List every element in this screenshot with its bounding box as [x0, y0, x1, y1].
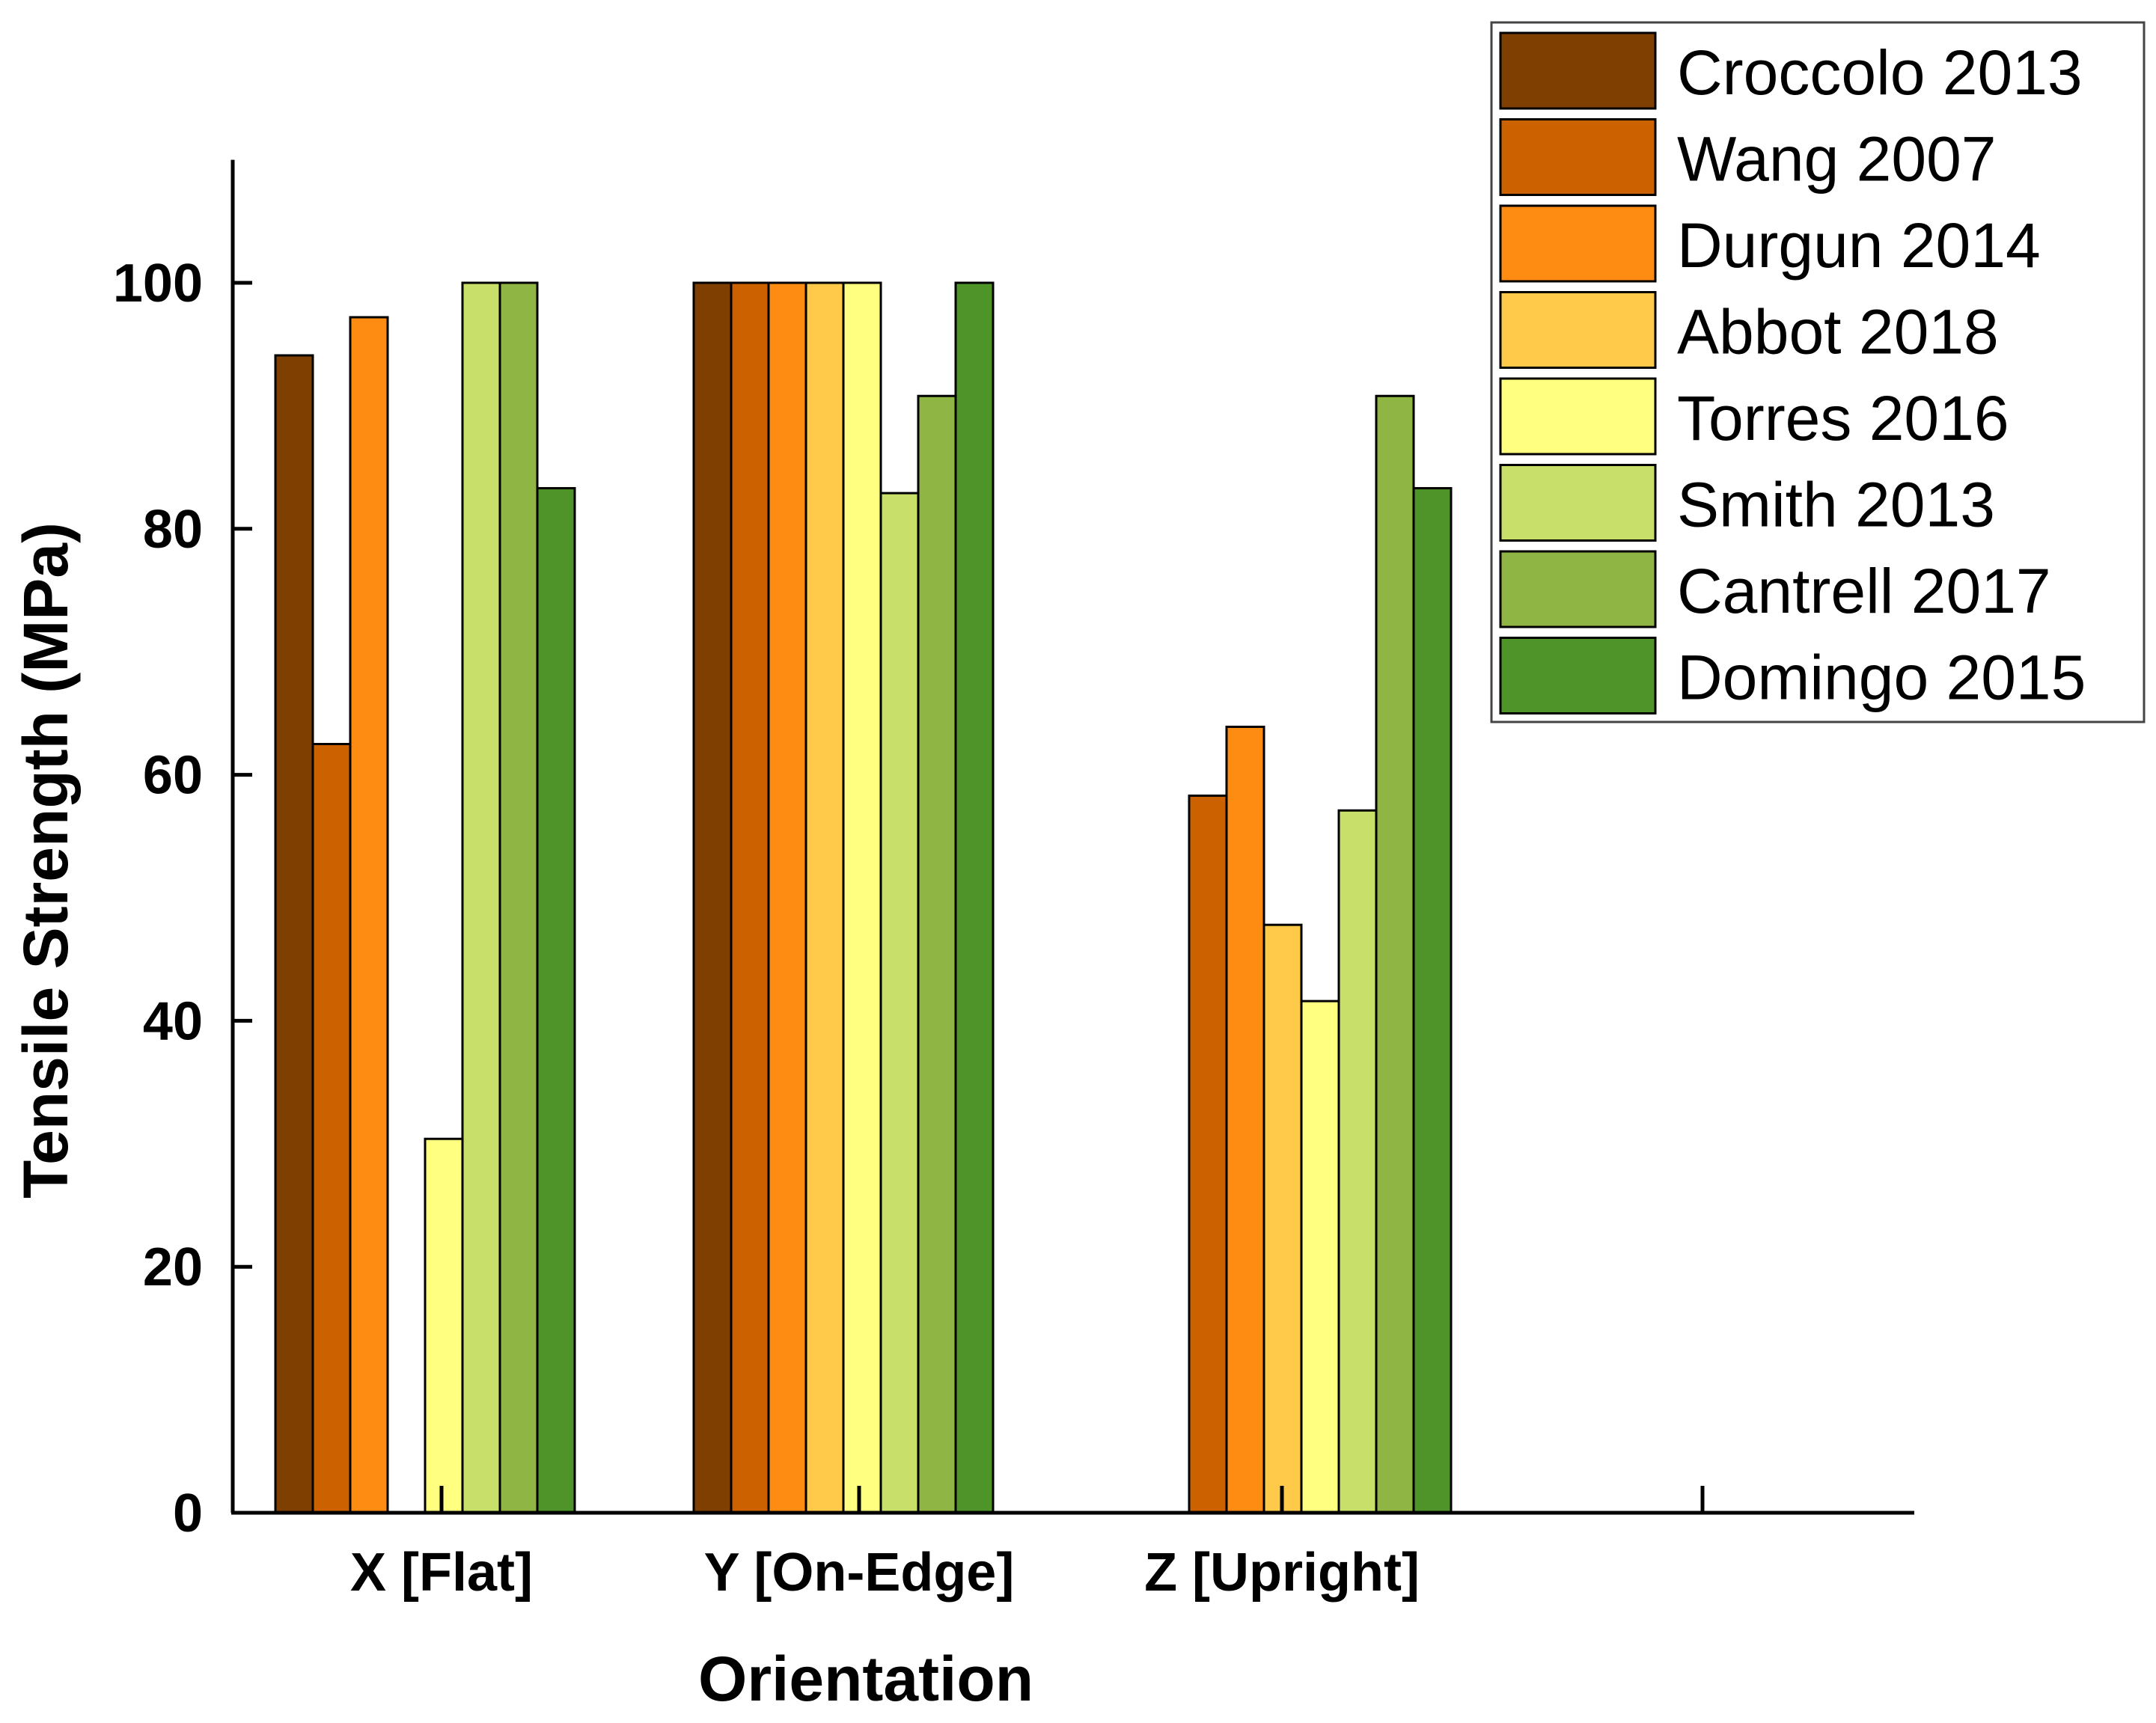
- bar-durgun-2014-3: [1225, 725, 1265, 1514]
- bars-layer: [274, 281, 1453, 1514]
- y-tick-label: 40: [143, 991, 203, 1051]
- bar-domingo-2015-3: [1412, 487, 1453, 1514]
- y-tick-label: 60: [143, 746, 203, 806]
- bar-durgun-2014-2: [767, 281, 807, 1514]
- legend-swatch: [1499, 291, 1657, 369]
- bar-cantrell-2017-3: [1375, 394, 1415, 1514]
- legend-swatch: [1499, 464, 1657, 542]
- bar-abbot-2018-2: [804, 281, 845, 1514]
- legend-label: Wang 2007: [1677, 124, 1997, 195]
- bar-durgun-2014-1: [349, 316, 389, 1514]
- legend-label: Durgun 2014: [1677, 210, 2041, 281]
- legend: Croccolo 2013 Wang 2007 Durgun 2014 Abbot 2…: [1490, 21, 2146, 723]
- bar-croccolo-2013-2: [692, 281, 733, 1514]
- bar-smith-2013-3: [1337, 809, 1378, 1514]
- x-tick-label: X [Flat]: [350, 1543, 533, 1603]
- legend-label: Smith 2013: [1677, 470, 1995, 540]
- bar-cantrell-2017-1: [498, 281, 539, 1514]
- legend-swatch: [1499, 204, 1657, 283]
- bar-wang-2007-3: [1188, 795, 1228, 1514]
- legend-label: Abbot 2018: [1677, 297, 1999, 367]
- bar-domingo-2015-2: [954, 281, 995, 1514]
- bar-torres-2016-1: [424, 1137, 464, 1514]
- axes-layer: 0 20 40 60 80 100 X [Flat] Y [On-Edge] Z [Uprigh…: [113, 159, 1914, 1603]
- bar-torres-2016-3: [1300, 1000, 1340, 1514]
- x-tick-label: Z [Upright]: [1144, 1543, 1420, 1603]
- y-tick-label: 100: [113, 254, 203, 313]
- bar-cantrell-2017-2: [917, 394, 957, 1514]
- y-axis-title: Tensile Strength (MPa): [10, 522, 81, 1199]
- legend-swatch: [1499, 31, 1657, 110]
- x-tick-label: Y [On-Edge]: [704, 1543, 1015, 1603]
- bar-abbot-2018-3: [1262, 923, 1303, 1514]
- legend-swatch: [1499, 550, 1657, 628]
- y-tick-label: 0: [173, 1484, 203, 1543]
- legend-label: Torres 2016: [1677, 383, 2009, 453]
- bar-wang-2007-1: [311, 743, 352, 1514]
- y-tick-label: 80: [143, 500, 203, 560]
- bar-smith-2013-1: [461, 281, 501, 1514]
- bar-croccolo-2013-1: [274, 354, 314, 1514]
- legend-swatch: [1499, 118, 1657, 196]
- bar-wang-2007-2: [730, 281, 770, 1514]
- bar-torres-2016-2: [842, 281, 882, 1514]
- y-tick-label: 20: [143, 1237, 203, 1297]
- legend-label: Domingo 2015: [1677, 643, 2086, 713]
- legend-label: Croccolo 2013: [1677, 37, 2083, 108]
- legend-swatch: [1499, 377, 1657, 456]
- x-axis-title: Orientation: [698, 1644, 1033, 1714]
- legend-swatch: [1499, 637, 1657, 714]
- legend-label: Cantrell 2017: [1677, 556, 2051, 626]
- bar-smith-2013-2: [879, 492, 920, 1514]
- bar-domingo-2015-1: [536, 487, 576, 1514]
